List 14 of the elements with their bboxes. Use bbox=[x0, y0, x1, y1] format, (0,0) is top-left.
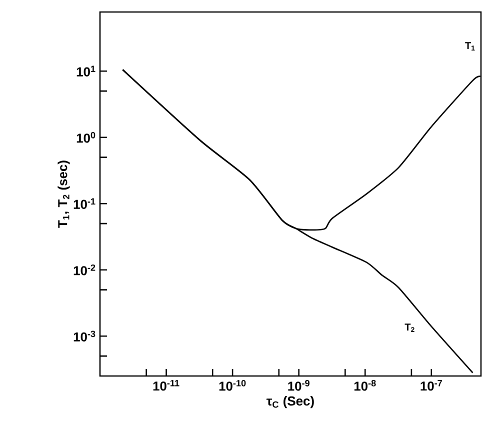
y-axis-title: T$_{1}$, T$_{2}$ (sec) bbox=[58, 160, 70, 228]
y-tick-label: 10$^{-1}$ bbox=[74, 198, 96, 209]
y-tick-label: 10$^{1}$ bbox=[76, 66, 96, 76]
x-tick-label: 10$^{-9}$ bbox=[288, 380, 310, 391]
x-tick-label: 10$^{-10}$ bbox=[219, 380, 246, 391]
y-tick-label: 10$^{0}$ bbox=[76, 132, 96, 143]
x-tick-label: 10$^{-11}$ bbox=[153, 380, 180, 391]
x-tick-label: 10$^{-7}$ bbox=[420, 380, 442, 391]
y-tick-label: 10$^{-2}$ bbox=[74, 264, 96, 276]
series-label: T$_{2}$ bbox=[404, 324, 414, 332]
y-tick-label: 10$^{-3}$ bbox=[74, 330, 96, 342]
text: T$_{1}$ bbox=[465, 42, 475, 50]
x-axis-title: τ$_{C}$ (Sec) bbox=[266, 396, 314, 408]
x-tick-label: 10$^{-8}$ bbox=[354, 380, 376, 391]
